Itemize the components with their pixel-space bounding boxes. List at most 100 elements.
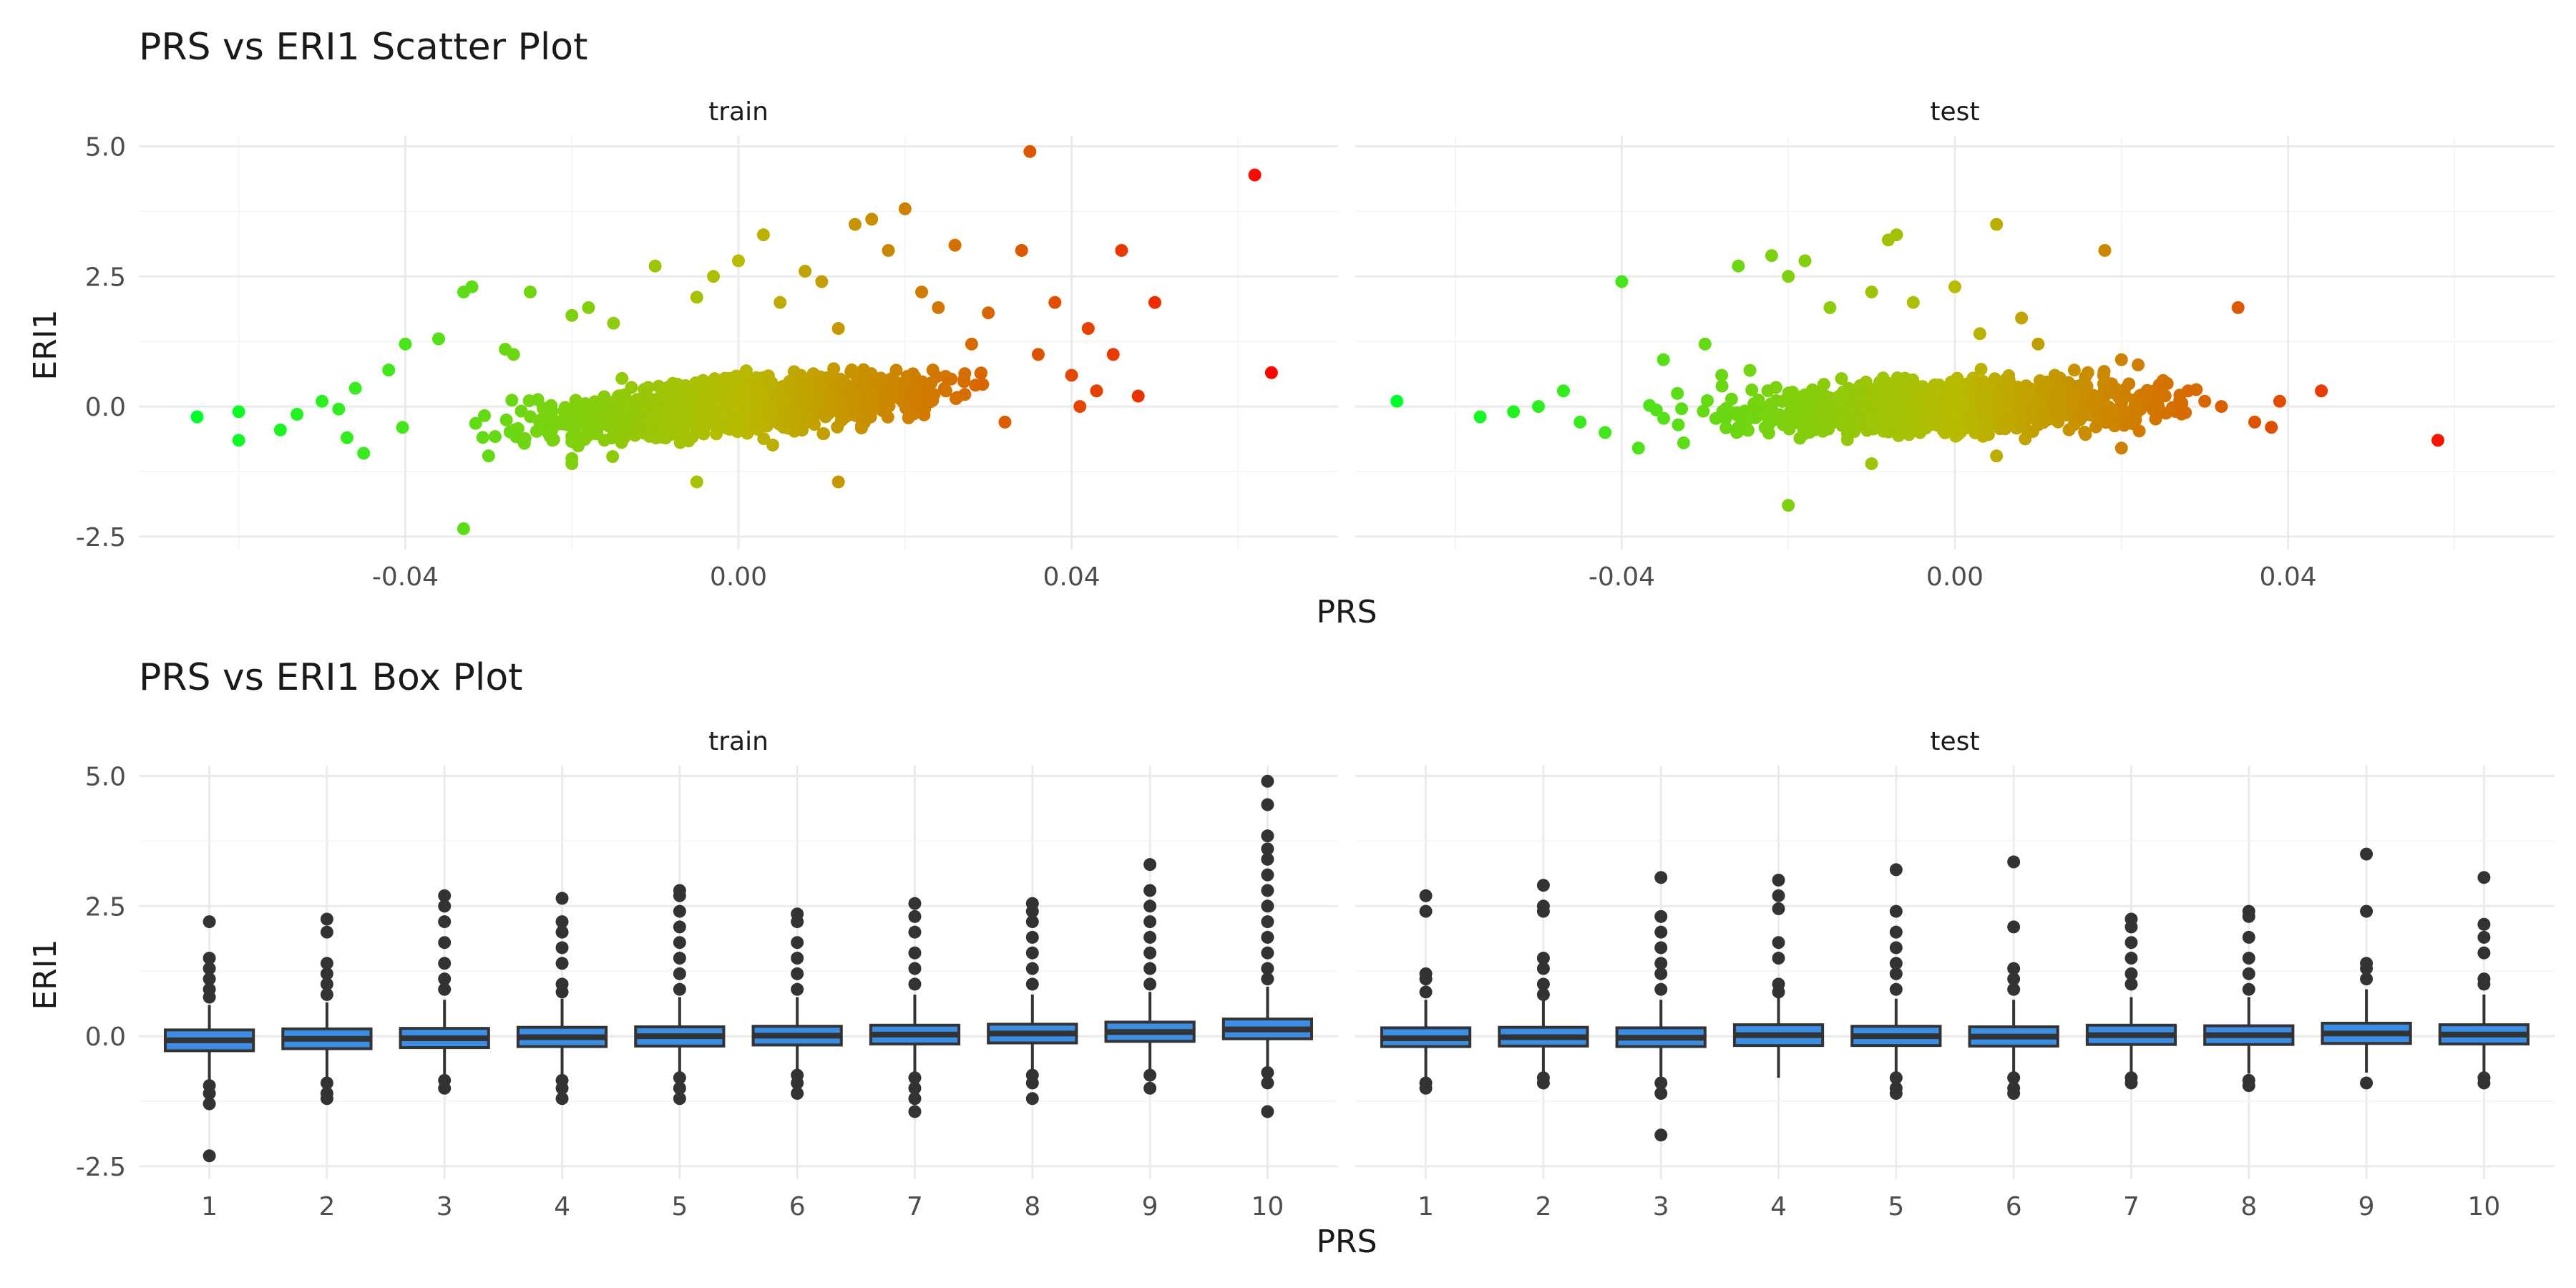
box-outlier [673,982,686,996]
box-outlier [1772,902,1785,915]
scatter-cloud-point [884,390,898,404]
scatter-cloud-point [937,381,951,395]
scatter-point [357,447,371,460]
scatter-cloud-point [1956,402,1970,416]
box-outlier [320,967,333,980]
box-outlier [908,977,922,991]
scatter-cloud-point [1842,404,1855,418]
box-outlier [1261,852,1274,866]
scatter-point [1574,415,1587,429]
box-outlier [2124,977,2138,991]
scatter-point [831,475,845,489]
scatter-point [982,306,995,320]
scatter-cloud-point [763,404,777,418]
box-outlier [1654,957,1668,970]
box-outlier [2007,982,2021,996]
box-outlier [1025,977,1039,991]
box-outlier [203,1087,216,1101]
scatter-point [1081,322,1095,336]
scatter-cloud-point [876,376,889,390]
scatter-point [457,522,470,535]
scatter-cloud-point [751,403,764,416]
scatter-facet-label-test: test [1930,97,1979,127]
box-outlier [438,915,452,929]
scatter-y-tick-label: 0.0 [85,393,126,422]
scatter-cloud-point [2002,369,2016,382]
box-outlier [1261,829,1274,843]
scatter-cloud-point [2077,409,2090,422]
box-train-8 [987,897,1078,1106]
scatter-cloud-point [1882,425,1896,439]
scatter-point [1823,301,1837,314]
box-outlier [673,1092,686,1106]
box-outlier [908,1092,922,1106]
box-outlier [2360,847,2373,861]
scatter-cloud-point [606,450,620,464]
box-outlier [320,957,333,970]
scatter-y-axis-title: ERI1 [27,309,64,380]
box-outlier [203,1149,216,1163]
box-outlier [555,1092,569,1106]
box-outlier [1261,868,1274,882]
box-outlier [1261,962,1274,975]
box-outlier [2242,967,2255,980]
scatter-cloud-point [926,364,940,377]
scatter-cloud-point [1766,404,1780,418]
scatter-cloud-point [477,409,491,422]
scatter-cloud-point [531,393,545,406]
box-outlier [1889,941,1903,955]
scatter-cloud-point [1715,379,1729,393]
scatter-cloud-point [729,419,743,432]
scatter-point [1732,259,1745,273]
scatter-cloud-point [1769,381,1782,394]
box-outlier [2007,1087,2021,1101]
scatter-cloud-point [1752,394,1765,407]
text-layer: PRS vs ERI1 Scatter Plot PRS vs ERI1 Box… [27,26,2500,1260]
scatter-point [1657,353,1670,366]
scatter-cloud-point [1775,413,1789,426]
box-outlier [555,915,569,929]
scatter-cloud-point [1709,411,1722,425]
scatter-cloud-point [515,432,529,446]
scatter-point [565,308,579,322]
scatter-point [2156,374,2170,387]
box-outlier [1025,1076,1039,1090]
scatter-cloud-point [1853,379,1867,392]
scatter-cloud-point [716,411,730,424]
scatter-cloud-point [678,408,691,421]
scatter-point [190,410,204,424]
scatter-cloud-point [1786,386,1800,399]
scatter-point [898,202,912,215]
box-outlier [1536,987,1550,1001]
box-outlier [555,985,569,999]
box-outlier [2242,982,2255,996]
scatter-cloud-point [1888,391,1902,405]
scatter-cloud-point [1979,385,1993,399]
scatter-cloud-point [1966,413,1979,426]
box-outlier [555,941,569,955]
scatter-point [340,431,353,444]
box-facet-label-train: train [708,727,769,756]
box-outlier [203,1097,216,1111]
scatter-point [1090,384,1103,398]
scatter-point [2031,337,2045,351]
scatter-cloud-point [1675,402,1689,416]
scatter-point [1507,405,1521,419]
scatter-point [1556,384,1570,398]
box-outlier [1025,915,1039,929]
scatter-cloud-point [1979,419,1993,433]
scatter-cloud-point [2079,392,2093,406]
scatter-point [1048,296,1062,309]
scatter-cloud-point [686,430,699,444]
box-test-8 [2203,904,2295,1093]
scatter-cloud-point [958,367,972,381]
scatter-cloud-point [581,407,595,421]
scatter-cloud-point [1947,376,1961,390]
box-outlier [1772,873,1785,887]
box-x-tick-label: 6 [789,1192,806,1221]
box-outlier [791,915,804,929]
box-outlier [320,912,333,926]
box-outlier [1261,946,1274,960]
scatter-cloud-point [1741,413,1755,426]
box-outlier [438,982,452,996]
